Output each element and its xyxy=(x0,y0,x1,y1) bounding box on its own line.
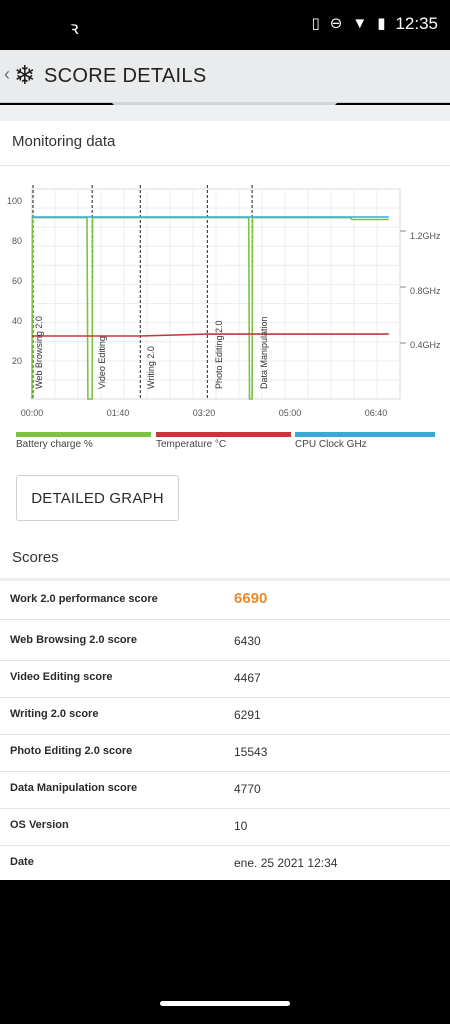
score-row-photo-editing: Photo Editing 2.0 score 15543 xyxy=(0,735,450,772)
score-label: Photo Editing 2.0 score xyxy=(10,745,133,757)
wifi-icon: ▼ xyxy=(352,15,368,32)
y-tick-label: 60 xyxy=(12,276,22,286)
score-row-data-manipulation: Data Manipulation score 4770 xyxy=(0,772,450,809)
x-axis-ticks: 00:00 01:40 03:20 05:00 06:40 xyxy=(21,408,388,417)
score-value: 6430 xyxy=(234,634,261,648)
score-label: Data Manipulation score xyxy=(10,782,138,794)
chart-legend: Battery charge % Temperature °C CPU Cloc… xyxy=(16,432,436,454)
monitoring-title: Monitoring data xyxy=(12,133,116,150)
score-value-total: 6690 xyxy=(234,590,268,607)
legend-item-battery: Battery charge % xyxy=(16,432,151,450)
x-tick-label: 01:40 xyxy=(107,408,130,417)
legend-swatch-temperature xyxy=(156,432,291,437)
legend-swatch-battery xyxy=(16,432,151,437)
y2-axis-ticks: 1.2GHz 0.8GHz 0.4GHz xyxy=(410,231,441,350)
y2-tick-label: 0.4GHz xyxy=(410,340,441,350)
score-value: ene. 25 2021 12:34 xyxy=(234,856,338,870)
chart-grid xyxy=(31,188,406,400)
status-icons: ▯ ⊖ ▼ ▮ 12:35 xyxy=(311,14,438,34)
score-row-video-editing: Video Editing score 4467 xyxy=(0,661,450,698)
series-line-battery xyxy=(31,216,389,400)
x-tick-label: 05:00 xyxy=(279,408,302,417)
score-row-work: Work 2.0 performance score 6690 xyxy=(0,583,450,620)
score-label: Writing 2.0 score xyxy=(10,708,99,720)
vibrate-icon: ▯ xyxy=(311,15,320,32)
score-label: Web Browsing 2.0 score xyxy=(10,634,137,646)
y-tick-label: 20 xyxy=(12,356,22,366)
divider xyxy=(0,578,450,581)
score-value: 10 xyxy=(234,819,248,833)
legend-swatch-cpu xyxy=(295,432,435,437)
event-label-writing: Writing 2.0 xyxy=(146,346,156,389)
home-gesture-handle[interactable] xyxy=(160,1001,290,1006)
series-line-temperature xyxy=(32,333,389,337)
event-labels: Web Browsing 2.0 Video Editing Writing 2… xyxy=(34,316,269,389)
y-tick-label: 40 xyxy=(12,316,22,326)
score-value: 4467 xyxy=(234,671,261,685)
x-tick-label: 03:20 xyxy=(193,408,216,417)
event-label-photo-editing: Photo Editing 2.0 xyxy=(214,320,224,389)
legend-item-cpu: CPU Clock GHz xyxy=(295,432,435,450)
event-label-video-editing: Video Editing xyxy=(97,336,107,389)
status-bar: ꝛ ▯ ⊖ ▼ ▮ 12:35 xyxy=(0,0,450,50)
app-notification-icon: ꝛ xyxy=(70,18,79,38)
y-tick-label: 100 xyxy=(7,196,22,206)
score-row-date: Date ene. 25 2021 12:34 xyxy=(0,846,450,882)
score-label: OS Version xyxy=(10,819,69,831)
detailed-graph-button[interactable]: DETAILED GRAPH xyxy=(16,475,179,521)
score-label: Work 2.0 performance score xyxy=(10,593,158,605)
battery-icon: ▮ xyxy=(377,15,386,32)
score-value: 4770 xyxy=(234,782,261,796)
score-value: 6291 xyxy=(234,708,261,722)
content-area[interactable]: Monitoring data 100 80 60 40 20 1.2GHz 0… xyxy=(0,105,450,880)
event-label-data-manipulation: Data Manipulation xyxy=(259,316,269,389)
score-row-web-browsing: Web Browsing 2.0 score 6430 xyxy=(0,624,450,661)
navigation-bar xyxy=(0,880,450,1024)
divider xyxy=(0,165,450,166)
score-row-os-version: OS Version 10 xyxy=(0,809,450,846)
back-icon[interactable]: ‹ xyxy=(4,64,10,84)
app-bar: ‹ ❄ SCORE DETAILS xyxy=(0,50,450,103)
monitoring-chart[interactable]: 100 80 60 40 20 1.2GHz 0.8GHz 0.4GHz 00:… xyxy=(0,167,450,417)
y2-tick-label: 1.2GHz xyxy=(410,231,441,241)
y-tick-label: 80 xyxy=(12,236,22,246)
x-tick-label: 00:00 xyxy=(21,408,44,417)
score-value: 15543 xyxy=(234,745,268,759)
clock: 12:35 xyxy=(395,14,438,33)
chart-series xyxy=(31,216,389,400)
tab-indicator xyxy=(112,102,337,105)
page-title: SCORE DETAILS xyxy=(44,65,207,87)
score-label: Video Editing score xyxy=(10,671,113,683)
snowflake-logo-icon: ❄ xyxy=(14,60,36,90)
x-tick-label: 06:40 xyxy=(365,408,388,417)
legend-label: Temperature °C xyxy=(156,439,227,450)
do-not-disturb-icon: ⊖ xyxy=(329,15,343,32)
legend-label: CPU Clock GHz xyxy=(295,439,367,450)
y2-tick-label: 0.8GHz xyxy=(410,286,441,296)
scores-title: Scores xyxy=(12,549,59,566)
legend-item-temperature: Temperature °C xyxy=(156,432,291,450)
score-label: Date xyxy=(10,856,34,868)
y-axis-ticks: 100 80 60 40 20 xyxy=(7,196,22,366)
monitoring-card: Monitoring data 100 80 60 40 20 1.2GHz 0… xyxy=(0,121,450,880)
event-label-web-browsing: Web Browsing 2.0 xyxy=(34,316,44,389)
legend-label: Battery charge % xyxy=(16,439,93,450)
score-row-writing: Writing 2.0 score 6291 xyxy=(0,698,450,735)
